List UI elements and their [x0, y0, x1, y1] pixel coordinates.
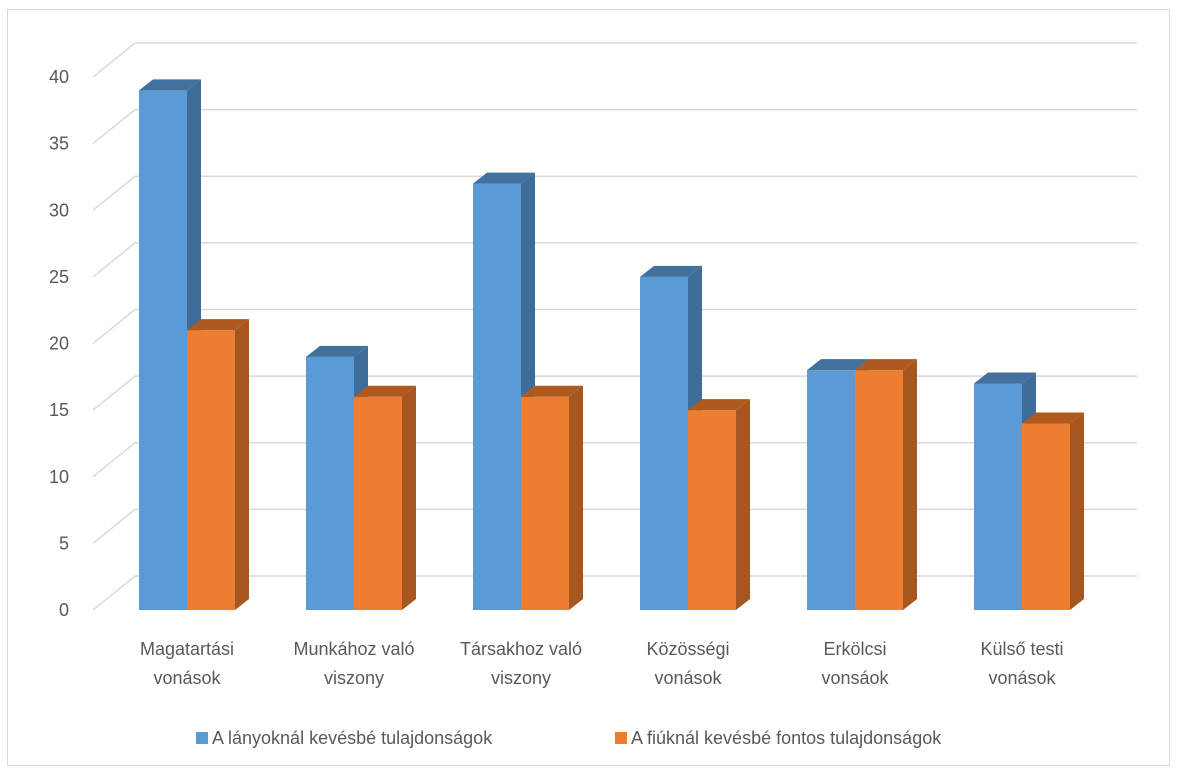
gridline	[92, 308, 1137, 345]
y-tick-label: 30	[49, 200, 69, 220]
bar-side	[235, 319, 249, 610]
bar-side	[736, 399, 750, 610]
y-axis-ticks: 0 5 10 15 20 25 30 35 40	[49, 67, 69, 620]
category-label: Társakhoz való viszony	[460, 639, 582, 688]
bar	[187, 319, 249, 610]
gridline	[92, 375, 1137, 411]
gridline	[92, 442, 1137, 478]
legend-swatch	[615, 732, 627, 744]
gridline	[92, 175, 1137, 211]
category-label-line: Külső testi	[980, 639, 1063, 659]
gridline	[92, 575, 1137, 611]
bar	[354, 385, 416, 610]
bar-top	[187, 319, 249, 331]
bar-top	[807, 359, 869, 371]
bar-top	[1022, 412, 1084, 424]
category-label-line: Erkölcsi	[823, 639, 886, 659]
bar-side	[903, 359, 917, 610]
category-label: Munkához való viszony	[293, 639, 414, 688]
category-label-line: vonsáok	[821, 668, 889, 688]
category-label-line: Közösségi	[646, 639, 729, 659]
legend-item: A lányoknál kevésbé tulajdonságok	[196, 728, 493, 748]
legend-label: A fiúknál kevésbé fontos tulajdonságok	[631, 728, 942, 748]
y-tick-label: 10	[49, 467, 69, 487]
bar	[640, 265, 702, 610]
category-label-line: viszony	[491, 668, 551, 688]
category-label: Közösségi vonások	[646, 639, 729, 688]
bar-front	[187, 330, 235, 610]
bar-front	[640, 276, 688, 610]
bar-top	[354, 385, 416, 397]
gridline	[92, 42, 1137, 78]
bar	[521, 385, 583, 610]
gridline	[92, 508, 1137, 544]
bar-front	[306, 356, 354, 610]
category-label-line: Társakhoz való	[460, 639, 582, 659]
bar-top	[139, 79, 201, 91]
y-tick-label: 0	[59, 600, 69, 620]
bar-side	[1070, 412, 1084, 610]
bar	[1022, 412, 1084, 610]
bar	[855, 359, 917, 610]
category-label: Magatartási vonások	[140, 639, 234, 688]
y-tick-label: 25	[49, 267, 69, 287]
legend: A lányoknál kevésbé tulajdonságok A fiúkn…	[196, 728, 942, 748]
gridline	[92, 242, 1137, 278]
y-tick-label: 5	[59, 533, 69, 553]
category-label: Erkölcsi vonsáok	[821, 639, 889, 688]
bar-front	[807, 370, 855, 610]
legend-item: A fiúknál kevésbé fontos tulajdonságok	[615, 728, 942, 748]
category-label-line: vonások	[153, 668, 221, 688]
category-label-line: vonások	[654, 668, 722, 688]
y-tick-label: 35	[49, 134, 69, 154]
y-tick-label: 15	[49, 400, 69, 420]
bar-top	[306, 345, 368, 357]
bar-front	[521, 396, 569, 610]
y-tick-label: 20	[49, 334, 69, 354]
bar-top	[688, 399, 750, 411]
category-label-line: vonások	[988, 668, 1056, 688]
category-label-line: viszony	[324, 668, 384, 688]
bar-top	[521, 385, 583, 397]
bar-top	[974, 372, 1036, 384]
gridline	[92, 108, 1137, 145]
bar-side	[402, 385, 416, 610]
legend-label: A lányoknál kevésbé tulajdonságok	[212, 728, 493, 748]
category-label-line: Magatartási	[140, 639, 234, 659]
bar-front	[855, 370, 903, 610]
bar	[688, 399, 750, 610]
bar-top	[640, 265, 702, 277]
y-tick-label: 40	[49, 67, 69, 87]
bar-front	[354, 396, 402, 610]
category-label-line: Munkához való	[293, 639, 414, 659]
bar-front	[139, 90, 187, 610]
category-label: Külső testi vonások	[980, 639, 1063, 688]
legend-swatch	[196, 732, 208, 744]
gridlines	[92, 42, 1137, 611]
bar-front	[974, 383, 1022, 610]
bar-top	[855, 359, 917, 371]
bar-side	[569, 385, 583, 610]
bar-front	[688, 410, 736, 610]
bar-front	[473, 183, 521, 610]
bar-front	[1022, 423, 1070, 610]
bars	[139, 79, 1084, 610]
bar-top	[473, 172, 535, 184]
